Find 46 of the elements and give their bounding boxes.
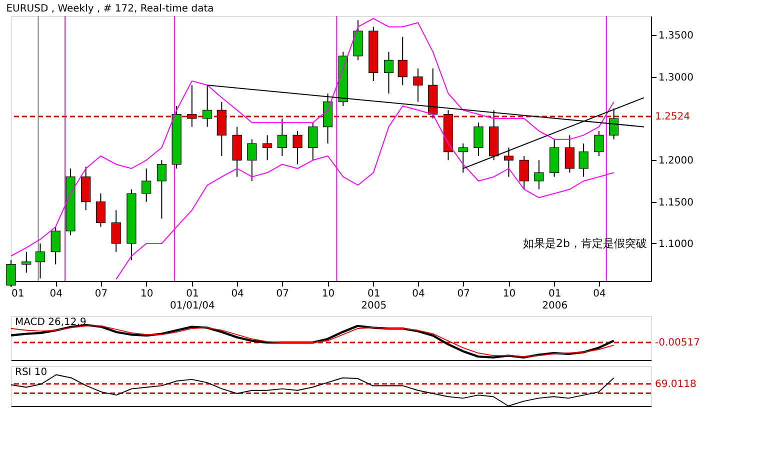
x-tick-label: 04 — [50, 288, 62, 300]
x-tick-label: 10 — [322, 288, 335, 300]
x-tick-label: 10 — [502, 288, 516, 300]
x-tick-label: 01 2005 — [361, 288, 387, 312]
candlestick — [111, 210, 121, 252]
candlestick — [292, 130, 302, 165]
x-tick-label: 01 2006 — [542, 288, 568, 312]
ref-line-label: 1.2524 — [655, 112, 690, 122]
candlestick — [534, 160, 544, 190]
chart-title: EURUSD , Weekly , # 172, Real-time data — [6, 4, 214, 14]
text: -0.00517 — [655, 338, 700, 349]
x-tick-label: 04 — [593, 288, 606, 300]
candlestick — [398, 36, 408, 86]
x-tick-label: 10 — [140, 288, 154, 300]
candlestick — [35, 243, 46, 279]
candlestick — [564, 134, 574, 174]
candlestick — [96, 193, 106, 228]
y-axis-title: RSI 10 — [15, 367, 48, 378]
x-tick-label: 04 — [412, 288, 425, 300]
candlestick — [142, 168, 152, 202]
y-tick-label: 1.1000 — [658, 239, 694, 250]
candlestick — [262, 134, 272, 161]
y-tick-label: 1.3500 — [658, 30, 694, 42]
y-axis-title: MACD 26,12,9 — [15, 317, 86, 328]
candlestick — [308, 122, 318, 161]
x-tick-label: 07 — [94, 288, 108, 300]
x-tick-label: 07 — [276, 288, 290, 300]
candlestick — [474, 122, 484, 156]
candlestick — [22, 251, 32, 274]
y-tick-label: 1.1500 — [658, 197, 694, 208]
candlestick — [156, 160, 167, 219]
x-tick-label: 07 — [457, 288, 470, 300]
x-tick-label: 04 — [231, 288, 244, 300]
x-tick-label: 01 01/01/04 — [170, 288, 215, 312]
candlestick — [384, 51, 394, 94]
candlestick — [594, 130, 604, 156]
candlestick — [519, 156, 529, 190]
candlestick — [247, 138, 257, 182]
text: 69.0118 — [655, 378, 696, 390]
candlestick — [578, 143, 588, 178]
candlestick — [413, 68, 423, 102]
candlestick — [277, 118, 287, 156]
candlestick — [50, 226, 60, 265]
x-tick-label: 01 — [12, 288, 24, 300]
y-tick-label: 1.3000 — [658, 72, 694, 84]
y-tick-label: 1.2000 — [658, 156, 694, 167]
